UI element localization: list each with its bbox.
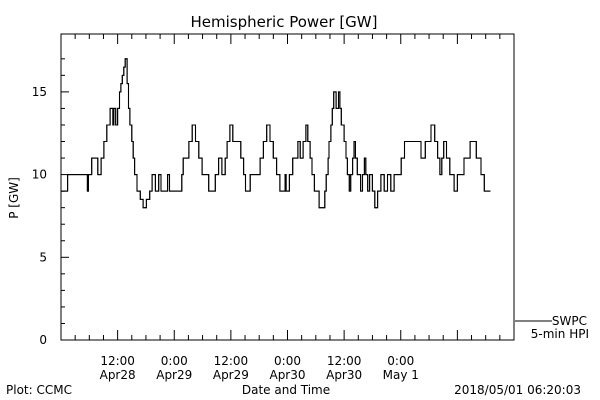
series-line-swpc [61, 58, 491, 209]
footer-timestamp: 2018/05/01 06:20:03 [454, 383, 581, 397]
x-axis-label: Date and Time [242, 383, 330, 397]
x-tick-label-date: Apr29 [213, 368, 249, 382]
x-tick-label-time: 0:00 [274, 354, 301, 368]
y-tick-label: 5 [39, 250, 47, 264]
x-tick-label-date: Apr29 [156, 368, 192, 382]
y-axis: 0 5 10 15 [32, 58, 69, 347]
x-tick-label-time: 12:00 [327, 354, 362, 368]
x-tick-label-date: May 1 [383, 368, 419, 382]
plot-frame [60, 33, 515, 341]
x-tick-label-time: 0:00 [161, 354, 188, 368]
y-axis-label: P [GW] [7, 177, 21, 219]
legend-label-swpc: SWPC [552, 314, 587, 328]
series-line-5min-hpi [61, 58, 491, 209]
series-layer [61, 58, 491, 209]
x-axis: 12:00Apr280:00Apr2912:00Apr290:00Apr3012… [74, 34, 501, 382]
chart-title: Hemispheric Power [GW] [191, 13, 378, 31]
x-tick-label-time: 0:00 [387, 354, 414, 368]
legend: SWPC 5-min HPI [515, 314, 589, 341]
x-tick-label-date: Apr30 [326, 368, 362, 382]
x-tick-label-time: 12:00 [100, 354, 135, 368]
legend-label-5min-hpi: 5-min HPI [531, 327, 589, 341]
y-tick-label: 15 [32, 85, 47, 99]
y-tick-label: 10 [32, 168, 47, 182]
x-tick-label-time: 12:00 [214, 354, 249, 368]
footer-plot-credit: Plot: CCMC [6, 383, 72, 397]
x-tick-label-date: Apr28 [100, 368, 136, 382]
x-tick-label-date: Apr30 [269, 368, 305, 382]
y-tick-label: 0 [39, 333, 47, 347]
